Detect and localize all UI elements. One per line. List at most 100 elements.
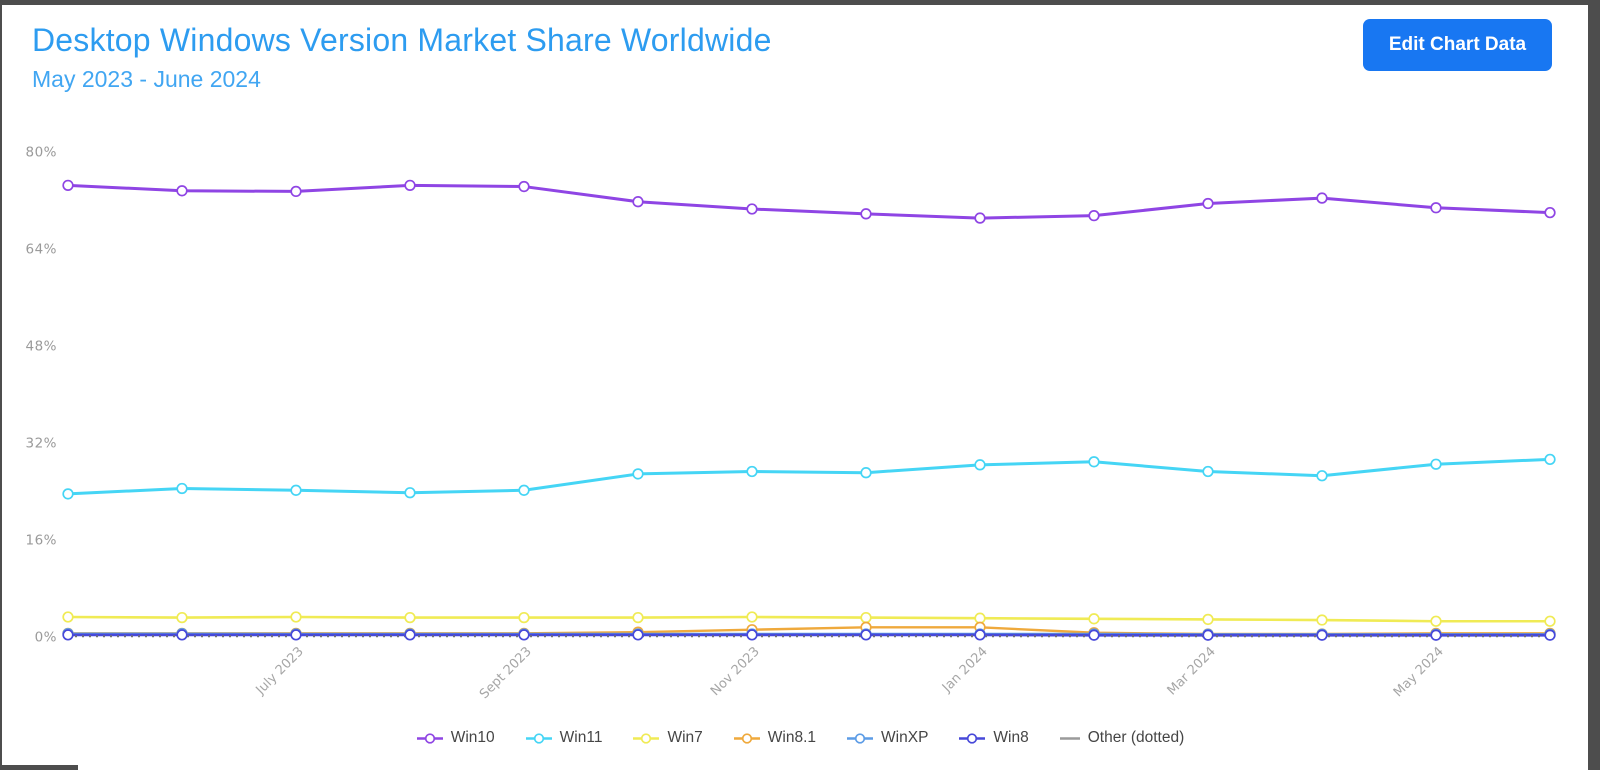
data-point-win7 xyxy=(860,611,872,624)
x-axis-tick-label: Mar 2024 xyxy=(1165,644,1219,698)
legend-marker-icon xyxy=(1059,736,1080,740)
data-point-win7 xyxy=(1430,615,1442,627)
data-point-win11 xyxy=(290,484,302,496)
data-point-win11 xyxy=(62,488,74,500)
data-point-win10 xyxy=(1202,197,1214,210)
data-point-win11 xyxy=(632,468,644,480)
data-point-win8 xyxy=(176,629,188,641)
data-point-win8 xyxy=(1544,629,1556,641)
data-point-win7 xyxy=(518,611,530,624)
legend-marker-icon xyxy=(959,732,986,744)
data-point-win7 xyxy=(1316,614,1328,626)
page-title: Desktop Windows Version Market Share Wor… xyxy=(32,22,772,58)
data-point-win8 xyxy=(518,629,530,641)
series-line-win11 xyxy=(67,457,1551,496)
data-point-win10 xyxy=(974,212,986,224)
x-axis-tick-label: Nov 2023 xyxy=(708,644,763,699)
data-point-win7 xyxy=(290,611,302,623)
x-axis-tick-label: May 2024 xyxy=(1391,644,1447,700)
data-point-win11 xyxy=(404,487,416,499)
data-point-win8 xyxy=(1316,629,1328,641)
data-point-win10 xyxy=(518,180,530,193)
data-point-win8 xyxy=(62,629,74,641)
data-point-win10 xyxy=(404,179,416,191)
x-axis-tick-label: July 2023 xyxy=(253,644,307,698)
data-point-win10 xyxy=(1430,202,1442,214)
legend-label: WinXP xyxy=(881,729,929,746)
data-point-win7 xyxy=(746,611,758,623)
data-point-win11 xyxy=(1088,456,1100,468)
data-point-win11 xyxy=(1202,465,1214,478)
data-point-win8 xyxy=(1202,629,1214,641)
data-point-win11 xyxy=(1544,453,1556,466)
edit-chart-data-button[interactable]: Edit Chart Data xyxy=(1363,19,1552,71)
window-edge-top xyxy=(0,0,1600,5)
data-point-win8 xyxy=(290,629,302,641)
legend-item-win10[interactable]: Win10 xyxy=(416,729,495,747)
x-axis-tick-label: Sept 2023 xyxy=(477,644,535,702)
series-line-win10 xyxy=(67,183,1551,220)
window-edge-right xyxy=(1588,0,1600,770)
legend-marker-icon xyxy=(633,732,660,744)
window-edge-left xyxy=(0,0,2,770)
y-axis-tick-label: 16% xyxy=(25,533,57,549)
legend-item-win8-1[interactable]: Win8.1 xyxy=(733,729,816,747)
legend-label: Win8.1 xyxy=(767,729,817,746)
data-point-win10 xyxy=(62,179,74,191)
data-point-win7 xyxy=(1544,615,1556,627)
data-point-win10 xyxy=(1088,210,1100,222)
data-point-win10 xyxy=(176,185,188,197)
data-point-win11 xyxy=(1316,470,1328,482)
legend-label: Win10 xyxy=(450,729,495,746)
legend-item-win8[interactable]: Win8 xyxy=(958,729,1029,747)
data-point-win7 xyxy=(1202,613,1214,626)
data-point-win11 xyxy=(518,484,530,496)
legend-marker-icon xyxy=(733,732,760,744)
data-point-win8 xyxy=(1088,629,1100,641)
legend-marker-icon xyxy=(416,732,443,744)
legend-marker-icon xyxy=(525,732,552,744)
legend-label: Win8 xyxy=(993,729,1029,746)
legend-item-other-dotted-[interactable]: Other (dotted) xyxy=(1059,729,1185,747)
y-axis-tick-label: 64% xyxy=(25,242,57,258)
y-axis-tick-label: 80% xyxy=(25,145,57,161)
legend-marker-icon xyxy=(847,732,874,744)
data-point-win10 xyxy=(1316,192,1328,204)
data-point-win11 xyxy=(176,482,188,495)
data-point-win8 xyxy=(1430,629,1442,641)
y-axis-tick-label: 48% xyxy=(25,339,57,355)
data-point-win10 xyxy=(860,208,872,220)
legend-item-win7[interactable]: Win7 xyxy=(632,729,703,747)
data-point-win11 xyxy=(746,465,758,478)
series-line-win7 xyxy=(67,615,1550,623)
y-axis-tick-label: 0% xyxy=(35,630,57,646)
data-point-win11 xyxy=(1430,458,1442,470)
x-axis-tick-label: Jan 2024 xyxy=(939,644,991,696)
data-point-win7 xyxy=(974,612,986,624)
data-point-win7 xyxy=(1088,613,1100,625)
legend-item-winxp[interactable]: WinXP xyxy=(846,729,928,747)
chart-legend: Win10 Win11 Win7 Win8.1 WinXP Win8 Other (dott… xyxy=(0,720,1600,756)
data-point-win8 xyxy=(860,629,872,641)
window-edge-bottom-left xyxy=(0,765,78,770)
data-point-win8 xyxy=(404,629,416,641)
data-point-win7 xyxy=(176,611,188,624)
data-point-win11 xyxy=(860,467,872,479)
y-axis-tick-label: 32% xyxy=(25,436,57,452)
data-point-win7 xyxy=(632,611,644,624)
data-point-win10 xyxy=(290,185,302,198)
data-point-win8 xyxy=(746,629,758,641)
legend-item-win11[interactable]: Win11 xyxy=(525,729,603,747)
legend-label: Win11 xyxy=(559,729,603,746)
page-subtitle: May 2023 - June 2024 xyxy=(32,66,261,92)
legend-label: Other (dotted) xyxy=(1087,729,1185,746)
data-point-win8 xyxy=(974,629,986,641)
data-point-win7 xyxy=(404,611,416,624)
data-point-win11 xyxy=(974,459,986,471)
data-point-win7 xyxy=(62,611,74,623)
data-point-win10 xyxy=(632,196,644,208)
data-point-win10 xyxy=(746,203,758,215)
data-point-win10 xyxy=(1544,206,1556,219)
legend-label: Win7 xyxy=(667,729,703,746)
